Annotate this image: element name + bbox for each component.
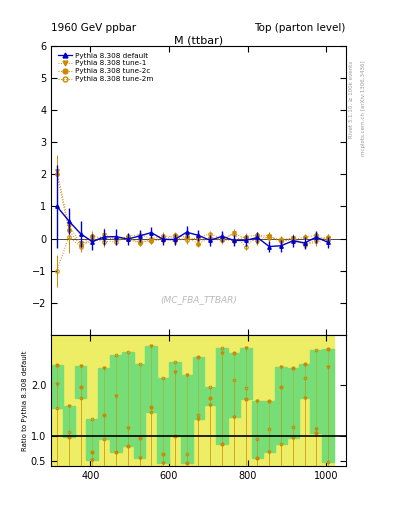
Bar <box>63 406 75 437</box>
Legend: Pythia 8.308 default, Pythia 8.308 tune-1, Pythia 8.308 tune-2c, Pythia 8.308 tu: Pythia 8.308 default, Pythia 8.308 tune-… <box>55 50 156 85</box>
Bar <box>240 335 252 466</box>
Title: M (ttbar): M (ttbar) <box>174 35 223 45</box>
Text: (MC_FBA_TTBAR): (MC_FBA_TTBAR) <box>160 295 237 305</box>
Bar <box>299 335 310 466</box>
Bar <box>299 365 310 398</box>
Bar <box>98 335 110 466</box>
Bar <box>228 335 240 466</box>
Bar <box>240 348 252 399</box>
Bar <box>63 335 75 466</box>
Bar <box>145 346 157 412</box>
Bar <box>86 419 98 460</box>
Bar <box>157 378 169 462</box>
Text: Rivet 3.1.10, ≥ 100k events: Rivet 3.1.10, ≥ 100k events <box>349 60 354 138</box>
Text: Top (parton level): Top (parton level) <box>254 23 346 33</box>
Bar <box>98 368 110 439</box>
Bar <box>322 335 334 466</box>
Bar <box>193 335 204 466</box>
Bar <box>51 365 63 408</box>
Bar <box>252 401 263 458</box>
Bar <box>216 348 228 443</box>
Bar <box>181 375 193 463</box>
Bar <box>204 335 216 466</box>
Bar <box>51 335 63 466</box>
Bar <box>157 335 169 466</box>
Y-axis label: Ratio to Pythia 8.308 default: Ratio to Pythia 8.308 default <box>22 350 28 451</box>
Bar <box>110 355 122 452</box>
Bar <box>169 362 181 436</box>
Bar <box>263 401 275 452</box>
Bar <box>322 349 334 461</box>
Bar <box>122 352 134 446</box>
Bar <box>181 335 193 466</box>
Bar <box>75 335 86 466</box>
Bar <box>75 366 86 398</box>
Bar <box>287 369 299 438</box>
Text: 1960 GeV ppbar: 1960 GeV ppbar <box>51 23 136 33</box>
Bar <box>216 335 228 466</box>
Bar <box>134 364 145 458</box>
Bar <box>193 357 204 419</box>
Bar <box>145 335 157 466</box>
Bar <box>169 335 181 466</box>
Bar <box>122 335 134 466</box>
Bar <box>310 335 322 466</box>
Bar <box>275 367 287 444</box>
Bar <box>263 335 275 466</box>
Bar <box>204 387 216 405</box>
Bar <box>287 335 299 466</box>
Bar <box>310 350 322 434</box>
Bar <box>86 335 98 466</box>
Bar <box>110 335 122 466</box>
Text: mcplots.cern.ch [arXiv:1306.3436]: mcplots.cern.ch [arXiv:1306.3436] <box>361 60 365 156</box>
Bar <box>134 335 145 466</box>
Bar <box>252 335 263 466</box>
Bar <box>275 335 287 466</box>
Bar <box>228 353 240 416</box>
